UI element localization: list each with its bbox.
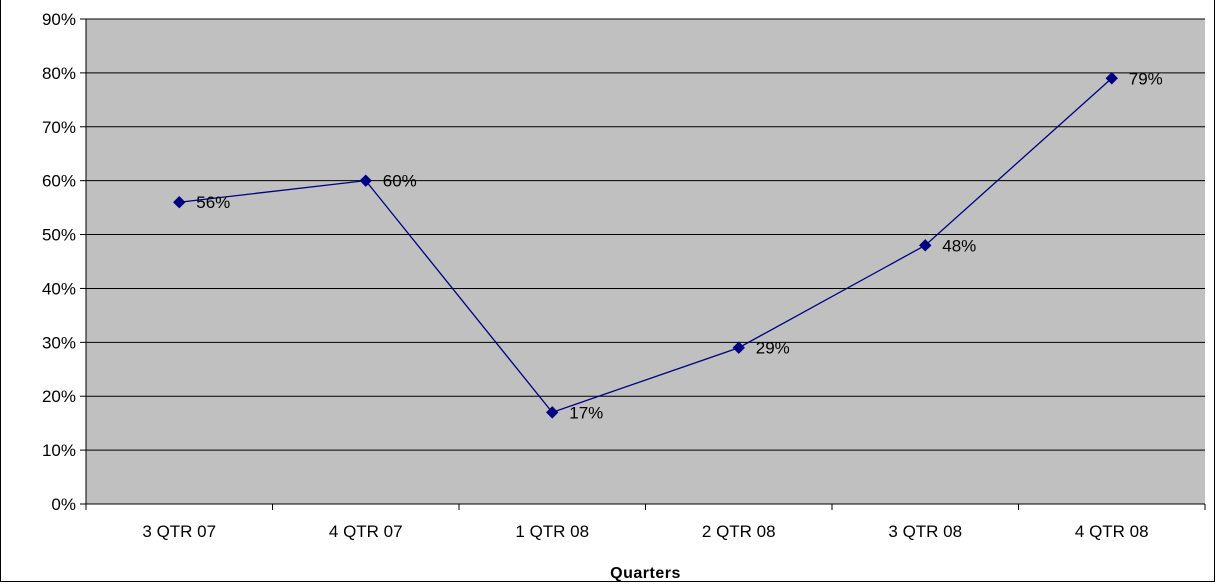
y-tick-label: 70% bbox=[42, 118, 76, 137]
y-tick-label: 0% bbox=[51, 495, 76, 514]
data-point-marker bbox=[173, 196, 186, 209]
plot-area bbox=[86, 19, 1205, 504]
data-label: 56% bbox=[196, 193, 230, 212]
y-tick-label: 60% bbox=[42, 172, 76, 191]
y-tick-label: 20% bbox=[42, 387, 76, 406]
y-tick-label: 30% bbox=[42, 333, 76, 352]
x-tick-label: 2 QTR 08 bbox=[702, 522, 776, 541]
x-tick-label: 3 QTR 07 bbox=[142, 522, 216, 541]
data-point-marker bbox=[732, 341, 745, 354]
y-tick-label: 90% bbox=[42, 10, 76, 29]
data-point-marker bbox=[546, 406, 559, 419]
series-group: 56% 60% 17% 29% 48% 79% bbox=[173, 69, 1163, 422]
x-tick-label: 4 QTR 07 bbox=[329, 522, 403, 541]
x-tick-label: 3 QTR 08 bbox=[888, 522, 962, 541]
y-tick-label: 50% bbox=[42, 226, 76, 245]
gridlines bbox=[86, 18, 1205, 451]
data-label: 79% bbox=[1129, 69, 1163, 88]
data-label: 17% bbox=[569, 403, 603, 422]
data-label: 60% bbox=[383, 172, 417, 191]
x-tick-label: 1 QTR 08 bbox=[515, 522, 589, 541]
y-tick-label: 10% bbox=[42, 441, 76, 460]
data-point-marker bbox=[919, 239, 932, 252]
data-point-marker bbox=[359, 174, 372, 187]
data-label: 48% bbox=[942, 236, 976, 255]
x-axis-title: Quarters bbox=[610, 565, 681, 582]
data-label: 29% bbox=[756, 339, 790, 358]
y-tick-label: 80% bbox=[42, 64, 76, 83]
data-point-marker bbox=[1105, 72, 1118, 85]
series-line bbox=[179, 77, 1113, 414]
y-tick-label: 40% bbox=[42, 279, 76, 298]
x-axis-ticks: 3 QTR 07 4 QTR 07 1 QTR 08 2 QTR 08 3 QTR 08… bbox=[85, 504, 1206, 541]
x-tick-label: 4 QTR 08 bbox=[1075, 522, 1149, 541]
y-axis-ticks: 0% 10% 20% 30% 40% 50% 60% 70% 80% 90% bbox=[42, 10, 86, 514]
